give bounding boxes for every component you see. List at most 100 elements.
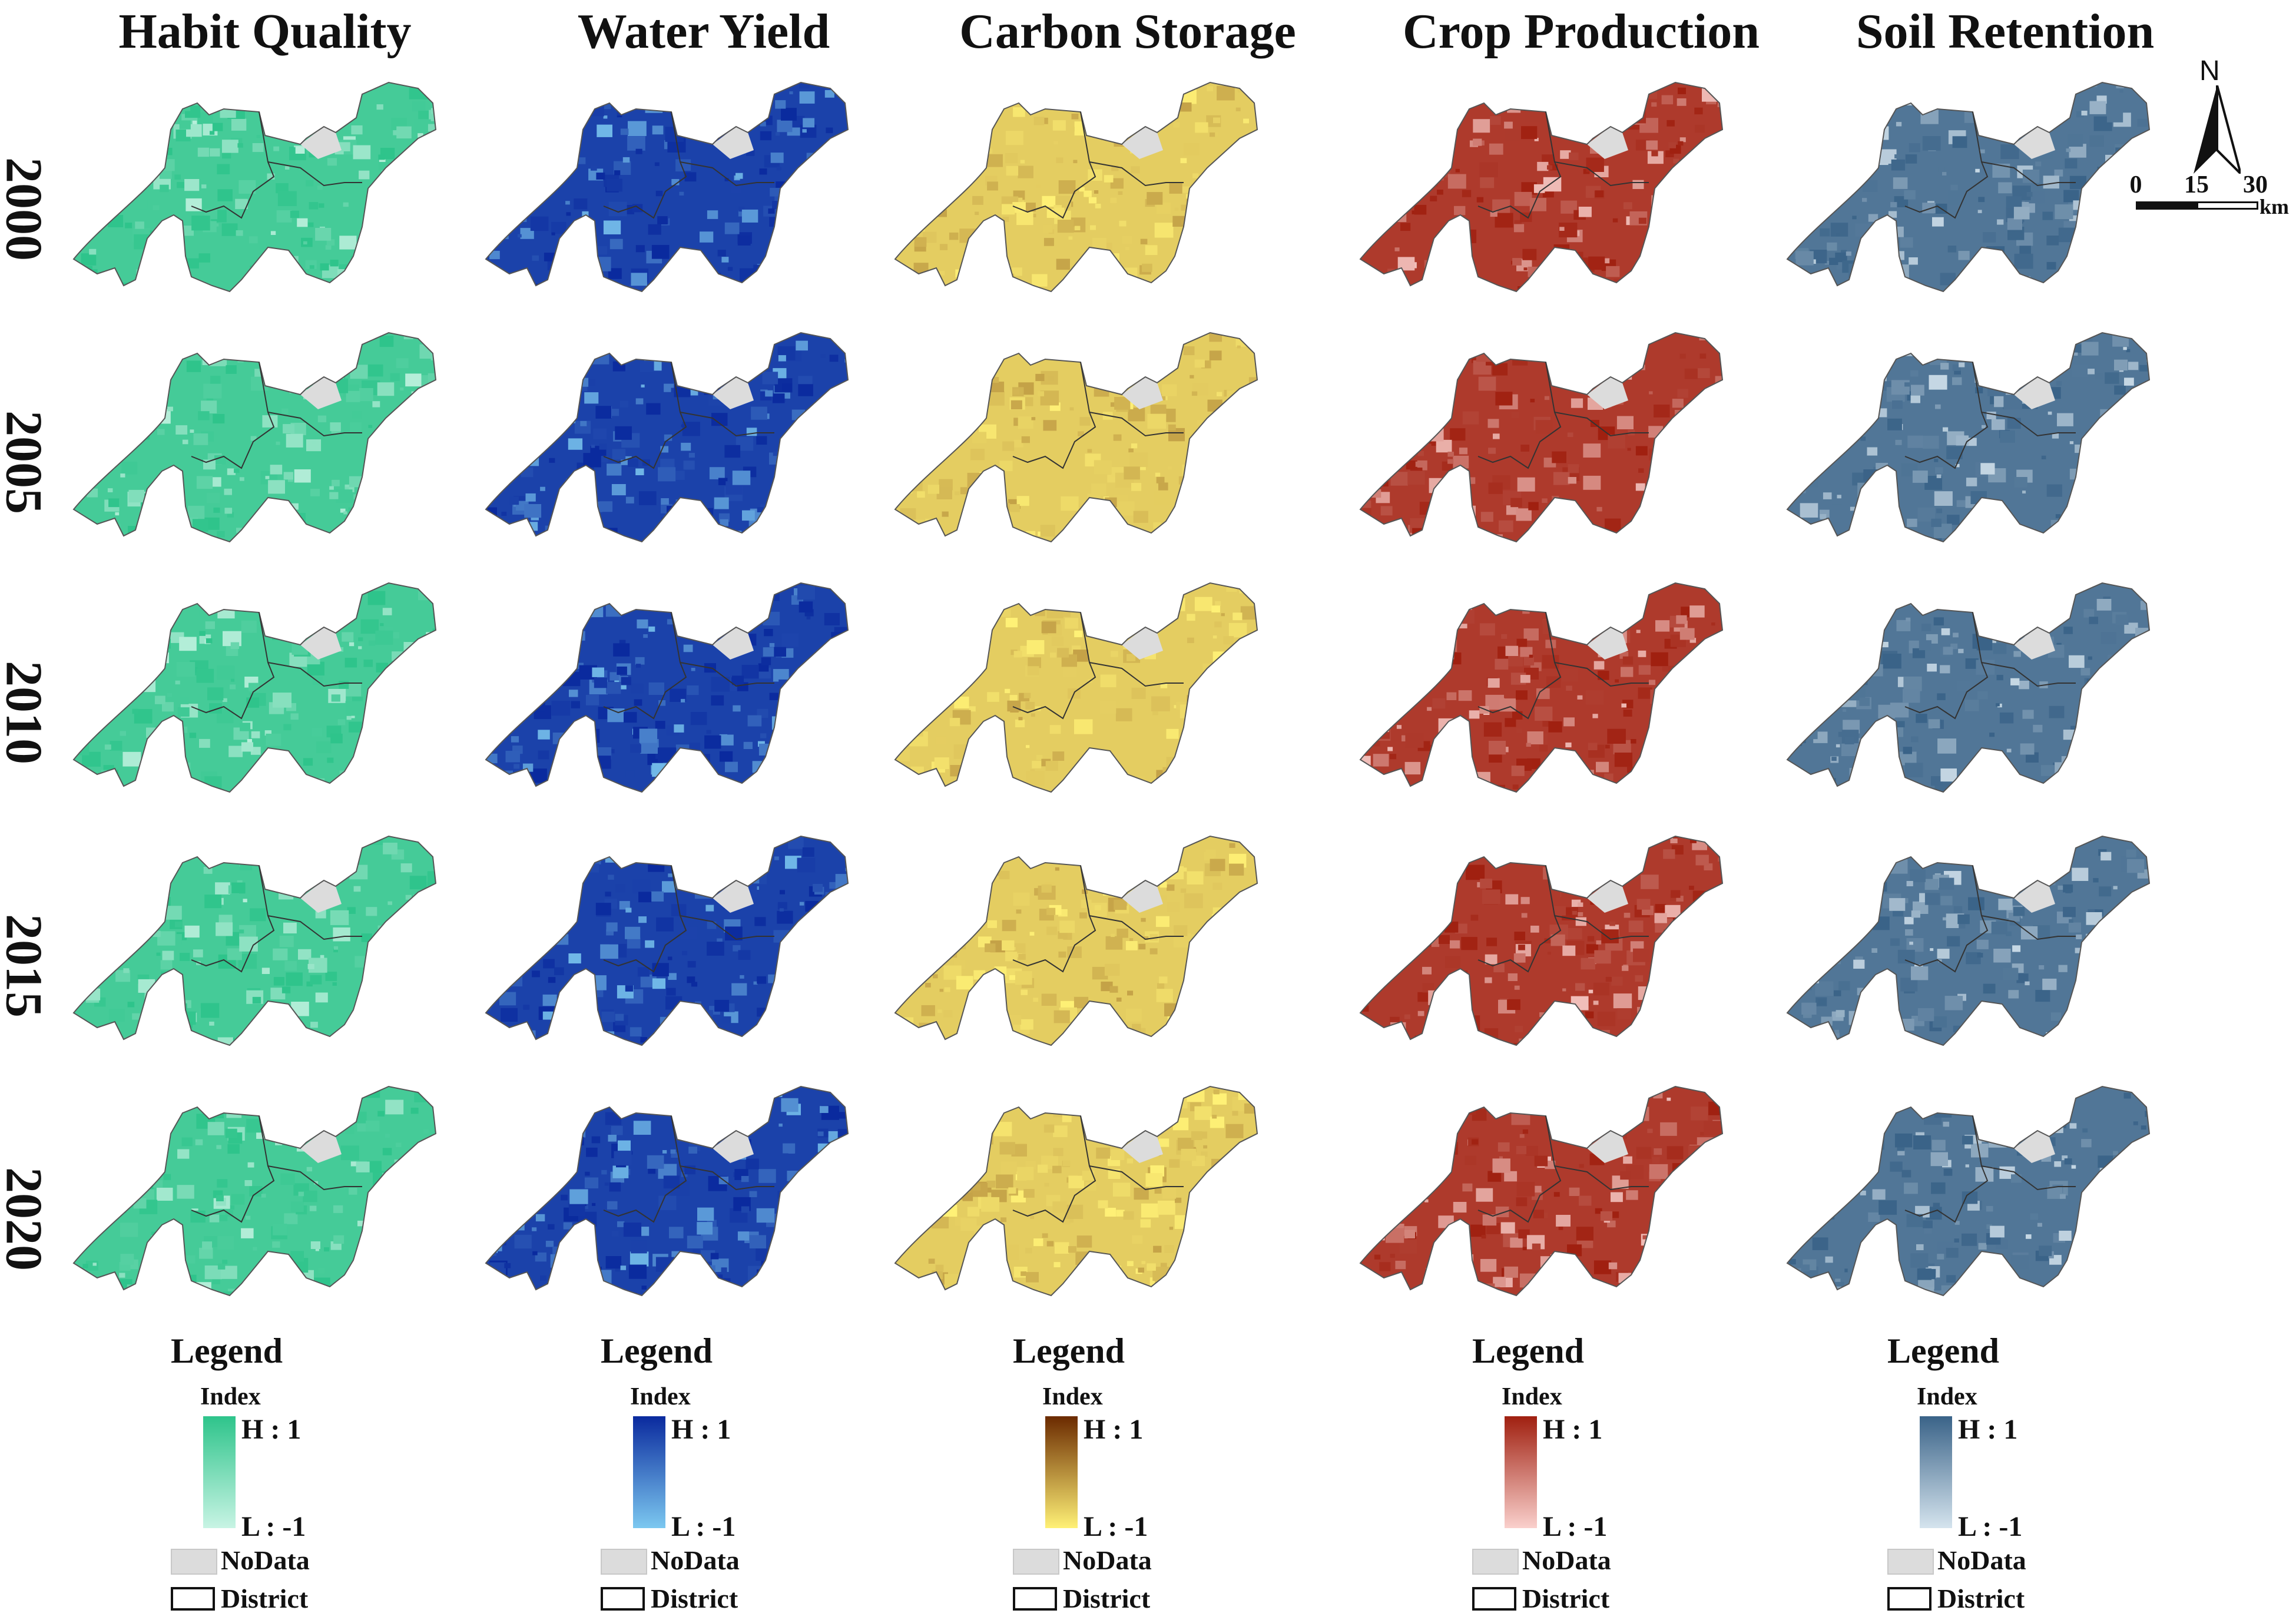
nodata-area bbox=[2014, 127, 2055, 159]
map-panel bbox=[1359, 81, 1724, 293]
nodata-area bbox=[1587, 127, 1628, 159]
map-panel bbox=[894, 582, 1258, 793]
legend-low-label: L : -1 bbox=[1084, 1511, 1148, 1542]
legend-district-label: District bbox=[221, 1583, 309, 1614]
legend: Legend Index H : 1 L : -1 NoData District bbox=[171, 1325, 365, 1619]
district-boundary bbox=[1012, 1115, 1184, 1223]
nodata-area bbox=[2014, 1131, 2055, 1163]
region-outline bbox=[72, 81, 437, 293]
column-title: Carbon Storage bbox=[959, 4, 1296, 59]
legend-index-label: Index bbox=[630, 1383, 691, 1410]
legend-nodata-swatch bbox=[1013, 1549, 1059, 1575]
column-title: Crop Production bbox=[1403, 4, 1760, 59]
legend-nodata-swatch bbox=[601, 1549, 647, 1575]
region-outline bbox=[894, 835, 1258, 1046]
region-fill bbox=[1360, 333, 1722, 542]
region-fill bbox=[486, 583, 848, 792]
region-outline bbox=[72, 1085, 437, 1297]
region-outline bbox=[1786, 835, 2151, 1046]
legend-nodata-label: NoData bbox=[1063, 1545, 1152, 1575]
district-boundary bbox=[603, 612, 774, 720]
legend-high-label: H : 1 bbox=[1958, 1414, 2018, 1445]
region-outline bbox=[1359, 582, 1724, 793]
nodata-area bbox=[713, 127, 754, 159]
column-title: Soil Retention bbox=[1856, 4, 2155, 59]
north-arrow: N bbox=[2182, 55, 2247, 174]
legend-district-swatch bbox=[1887, 1587, 1931, 1611]
legend-district-swatch bbox=[1472, 1587, 1516, 1611]
district-boundary bbox=[1477, 865, 1649, 973]
legend-color-ramp bbox=[203, 1416, 236, 1528]
map-panel bbox=[1786, 332, 2151, 543]
region-outline bbox=[1786, 332, 2151, 543]
legend-high-label: H : 1 bbox=[241, 1414, 302, 1445]
year-label: 2000 bbox=[0, 157, 52, 261]
north-arrow-icon bbox=[2194, 85, 2241, 174]
legend-district-label: District bbox=[1522, 1583, 1610, 1614]
scale-bar-white-segment bbox=[2196, 201, 2258, 210]
region-fill bbox=[1360, 583, 1722, 792]
district-boundary bbox=[603, 111, 774, 219]
nodata-area bbox=[300, 627, 342, 660]
nodata-area bbox=[713, 627, 754, 660]
map-panel bbox=[1786, 81, 2151, 293]
region-outline bbox=[894, 332, 1258, 543]
legend-low-label: L : -1 bbox=[241, 1511, 306, 1542]
legend-color-ramp bbox=[1920, 1416, 1952, 1528]
legend-nodata-swatch bbox=[1887, 1549, 1934, 1575]
legend: Legend Index H : 1 L : -1 NoData District bbox=[601, 1325, 795, 1619]
legend-high-label: H : 1 bbox=[1084, 1414, 1144, 1445]
legend-high-label: H : 1 bbox=[1543, 1414, 1603, 1445]
map-panel bbox=[485, 81, 849, 293]
region-outline bbox=[1786, 81, 2151, 293]
map-panel bbox=[485, 332, 849, 543]
nodata-area bbox=[2014, 377, 2055, 409]
region-outline bbox=[1359, 332, 1724, 543]
region-outline bbox=[72, 582, 437, 793]
region-outline bbox=[1359, 81, 1724, 293]
year-label: 2015 bbox=[0, 914, 52, 1018]
year-label: 2010 bbox=[0, 661, 52, 764]
district-boundary bbox=[191, 362, 362, 469]
region-outline bbox=[1786, 1085, 2151, 1297]
legend: Legend Index H : 1 L : -1 NoData District bbox=[1887, 1325, 2082, 1619]
nodata-area bbox=[1587, 880, 1628, 913]
region-outline bbox=[72, 332, 437, 543]
legend: Legend Index H : 1 L : -1 NoData District bbox=[1472, 1325, 1666, 1619]
nodata-area bbox=[1122, 1131, 1163, 1163]
map-panel bbox=[1786, 835, 2151, 1046]
legend-color-ramp bbox=[633, 1416, 665, 1528]
region-outline bbox=[485, 835, 849, 1046]
nodata-area bbox=[300, 377, 342, 409]
map-panel bbox=[72, 1085, 437, 1297]
district-boundary bbox=[1904, 111, 2076, 219]
nodata-area bbox=[1122, 127, 1163, 159]
legend-index-label: Index bbox=[1042, 1383, 1103, 1410]
nodata-area bbox=[1122, 627, 1163, 660]
map-panel bbox=[894, 332, 1258, 543]
nodata-area bbox=[1587, 1131, 1628, 1163]
region-outline bbox=[894, 582, 1258, 793]
legend-title: Legend bbox=[1013, 1331, 1125, 1370]
nodata-area bbox=[300, 127, 342, 159]
legend-low-label: L : -1 bbox=[671, 1511, 736, 1542]
index-raster bbox=[486, 583, 848, 792]
legend-nodata-label: NoData bbox=[1937, 1545, 2026, 1575]
region-fill bbox=[1787, 1086, 2149, 1296]
nodata-area bbox=[1587, 377, 1628, 409]
map-panel bbox=[1359, 1085, 1724, 1297]
legend-index-label: Index bbox=[1917, 1383, 1977, 1410]
district-boundary bbox=[1012, 362, 1184, 469]
nodata-area bbox=[2014, 627, 2055, 660]
map-panel bbox=[1359, 582, 1724, 793]
map-panel bbox=[72, 835, 437, 1046]
legend-nodata-label: NoData bbox=[651, 1545, 740, 1575]
legend: Legend Index H : 1 L : -1 NoData District bbox=[1013, 1325, 1207, 1619]
region-outline bbox=[1786, 582, 2151, 793]
district-boundary bbox=[1477, 111, 1649, 219]
legend-title: Legend bbox=[1887, 1331, 2000, 1370]
legend-nodata-swatch bbox=[171, 1549, 217, 1575]
map-panel bbox=[485, 582, 849, 793]
region-fill bbox=[895, 583, 1257, 792]
region-outline bbox=[1359, 835, 1724, 1046]
